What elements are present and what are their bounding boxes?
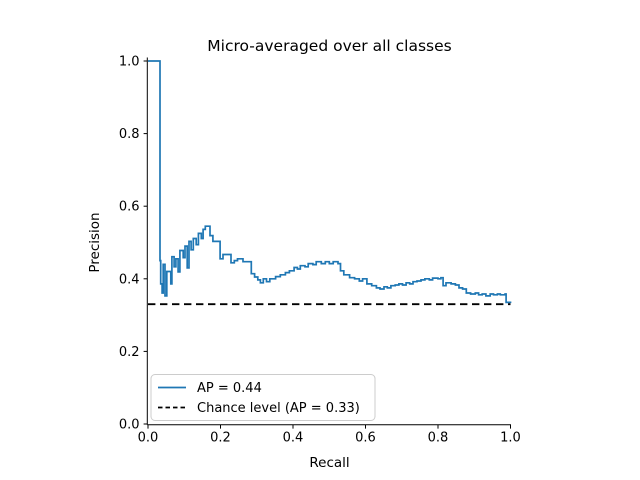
y-tick-label: 0.2 [119, 345, 140, 360]
pr-curve-line [148, 60, 512, 304]
x-tick-label: 0.0 [138, 431, 159, 446]
x-tick-label: 1.0 [500, 431, 521, 446]
legend-box [150, 374, 376, 421]
y-tick-label: 0.4 [119, 272, 140, 287]
y-tick-label: 1.0 [119, 55, 140, 70]
y-axis-label: Precision [87, 212, 103, 272]
y-tick-label: 0.6 [119, 200, 140, 215]
plot-area: 0.0 0.2 0.4 0.6 0.8 1.0 0.0 0.2 0.4 0.6 0.8 1.0 [119, 55, 521, 446]
legend-label-ap: AP = 0.44 [197, 381, 262, 396]
x-tick-label: 0.4 [283, 431, 304, 446]
x-axis-label: Recall [309, 455, 349, 471]
x-tick-label: 0.2 [210, 431, 231, 446]
legend-label-chance: Chance level (AP = 0.33) [197, 401, 360, 416]
y-tick-label: 0.0 [119, 418, 140, 433]
y-tick-label: 0.8 [119, 127, 140, 142]
legend: AP = 0.44 Chance level (AP = 0.33) [150, 374, 376, 421]
chart-title: Micro-averaged over all classes [207, 37, 451, 55]
x-tick-label: 0.8 [428, 431, 449, 446]
x-tick-label: 0.6 [355, 431, 376, 446]
